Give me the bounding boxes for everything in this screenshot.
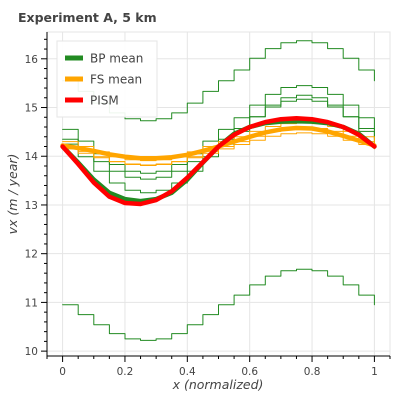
series-layer (60, 40, 377, 341)
legend-label-fs-mean: FS mean (90, 73, 142, 87)
y-tick-label-4: 14 (25, 151, 39, 163)
x-tick-label-1: 0.2 (117, 366, 134, 378)
legend: BP mean FS mean PISM (56, 40, 158, 118)
y-axis-label: vx (m / year) (5, 154, 20, 235)
series-line-bp-model-3 (62, 85, 375, 174)
y-tick-label-6: 16 (25, 54, 39, 66)
chart-title: Experiment A, 5 km (18, 10, 157, 25)
y-tick-label-2: 12 (25, 249, 38, 261)
y-tick-label-0: 10 (25, 346, 38, 358)
y-tick-label-5: 15 (25, 103, 38, 115)
x-tick-label-3: 0.6 (241, 366, 258, 378)
y-tick-label-1: 11 (25, 297, 38, 309)
series-line-pism (60, 115, 377, 207)
x-tick-label-0: 0 (59, 366, 66, 378)
x-axis-label: x (normalized) (172, 377, 264, 392)
series-line-bp-model-5 (62, 268, 375, 341)
ticks: 0 0.2 0.4 0.6 0.8 1 10 11 12 13 14 15 16 (25, 38, 391, 378)
legend-label-pism: PISM (90, 94, 119, 108)
y-tick-label-3: 13 (25, 200, 38, 212)
legend-label-bp-mean: BP mean (90, 52, 143, 66)
x-tick-label-2: 0.4 (179, 366, 196, 378)
x-tick-label-5: 1 (371, 366, 378, 378)
x-tick-label-4: 0.8 (304, 366, 321, 378)
